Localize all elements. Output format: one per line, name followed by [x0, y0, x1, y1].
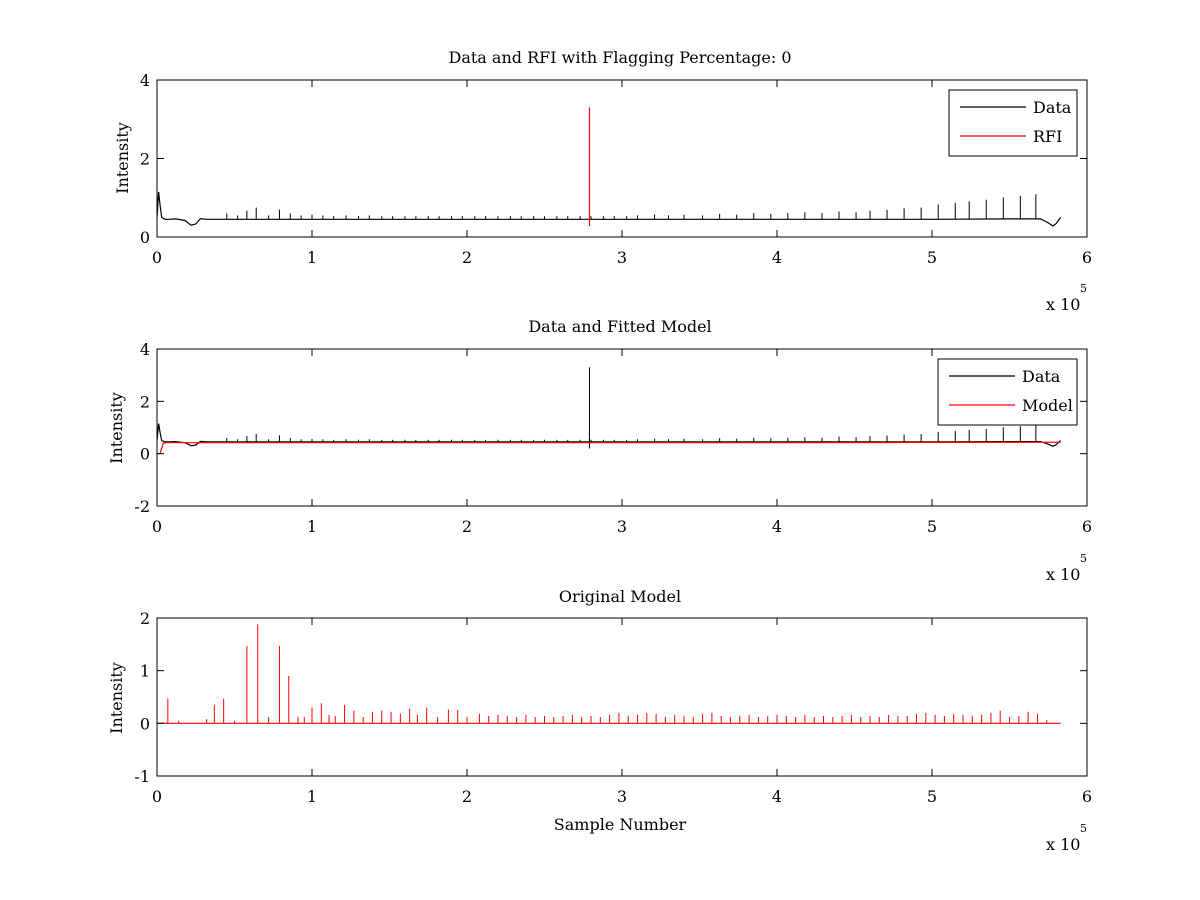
subplot-original-model-title: Original Model	[559, 587, 681, 606]
subplot-fitted-model-ylabel: Intensity	[107, 392, 126, 464]
subplot-rfi-xtick-label: 0	[152, 248, 162, 267]
subplot-fitted-model-series-model-line	[157, 441, 1061, 455]
subplot-fitted-model-x-multiplier: x 10	[1046, 565, 1080, 584]
subplot-rfi-x-exponent: 5	[1080, 282, 1087, 295]
subplot-rfi-legend-label-data: Data	[1033, 98, 1072, 117]
subplot-rfi-series-data-line	[157, 191, 1062, 227]
subplot-original-model-x-multiplier: x 10	[1046, 835, 1080, 854]
subplot-original-model-xtick-label: 4	[772, 787, 782, 806]
subplot-rfi-xtick-label: 2	[462, 248, 472, 267]
subplot-fitted-model-xtick-label: 1	[307, 517, 317, 536]
subplot-fitted-model: Data and Fitted Model Intensity x 10 5 0…	[107, 317, 1092, 584]
subplot-fitted-model-ytick-label: 4	[140, 340, 150, 359]
subplot-original-model-xtick-label: 2	[462, 787, 472, 806]
subplot-original-model-xtick-label: 5	[927, 787, 937, 806]
subplot-original-model-xlabel: Sample Number	[554, 815, 687, 834]
subplot-fitted-model-xtick-label: 0	[152, 517, 162, 536]
subplot-rfi-ytick-label: 0	[140, 228, 150, 247]
subplot-fitted-model-xtick-label: 3	[617, 517, 627, 536]
subplot-original-model-ytick-label: 2	[140, 609, 150, 628]
subplot-fitted-model-ytick-label: 0	[140, 445, 150, 464]
subplot-fitted-model-xtick-label: 2	[462, 517, 472, 536]
subplot-original-model-x-exponent: 5	[1080, 822, 1087, 835]
subplot-fitted-model-title: Data and Fitted Model	[528, 317, 711, 336]
subplot-fitted-model-x-exponent: 5	[1080, 552, 1087, 565]
subplot-rfi-legend-box	[948, 89, 1078, 157]
subplot-original-model-xtick-label: 0	[152, 787, 162, 806]
subplot-original-model-xtick-label: 6	[1082, 787, 1092, 806]
subplot-rfi-xtick-label: 5	[927, 248, 937, 267]
subplot-rfi-ytick-label: 2	[140, 150, 150, 169]
subplot-rfi-plot-area	[157, 107, 1062, 227]
subplot-rfi-xtick-label: 4	[772, 248, 782, 267]
subplot-rfi-x-multiplier: x 10	[1046, 295, 1080, 314]
subplot-fitted-model-ytick-label: -2	[134, 497, 150, 516]
subplot-rfi-ylabel: Intensity	[113, 122, 132, 194]
subplot-rfi-ytick-label: 4	[140, 71, 150, 90]
subplot-original-model-ylabel: Intensity	[107, 662, 126, 734]
subplot-original-model-plot-area	[157, 624, 1061, 724]
subplot-rfi-legend-label-rfi: RFI	[1033, 127, 1062, 146]
subplot-original-model-ytick-label: 1	[140, 662, 150, 681]
subplot-rfi-legend: Data RFI	[948, 89, 1078, 157]
subplot-original-model-xtick-label: 3	[617, 787, 627, 806]
subplot-original-model: Original Model Intensity Sample Number x…	[107, 587, 1092, 854]
subplot-fitted-model-xtick-label: 4	[772, 517, 782, 536]
subplot-fitted-model-legend-label-model: Model	[1022, 396, 1073, 415]
subplot-fitted-model-legend-label-data: Data	[1022, 367, 1061, 386]
subplot-original-model-ytick-label: 0	[140, 714, 150, 733]
subplot-fitted-model-plot-area	[157, 367, 1062, 455]
subplot-original-model-ytick-label: -1	[134, 767, 150, 786]
subplot-fitted-model-legend: Data Model	[937, 358, 1078, 426]
subplot-rfi-xtick-label: 6	[1082, 248, 1092, 267]
subplot-rfi-xtick-label: 1	[307, 248, 317, 267]
subplot-original-model-xtick-label: 1	[307, 787, 317, 806]
subplot-fitted-model-xtick-label: 6	[1082, 517, 1092, 536]
subplot-fitted-model-legend-box	[937, 358, 1078, 426]
subplot-rfi: Data and RFI with Flagging Percentage: 0…	[113, 48, 1092, 314]
subplot-rfi-title: Data and RFI with Flagging Percentage: 0	[448, 48, 791, 67]
subplot-fitted-model-xtick-label: 5	[927, 517, 937, 536]
subplot-rfi-xtick-label: 3	[617, 248, 627, 267]
subplot-fitted-model-ytick-label: 2	[140, 392, 150, 411]
